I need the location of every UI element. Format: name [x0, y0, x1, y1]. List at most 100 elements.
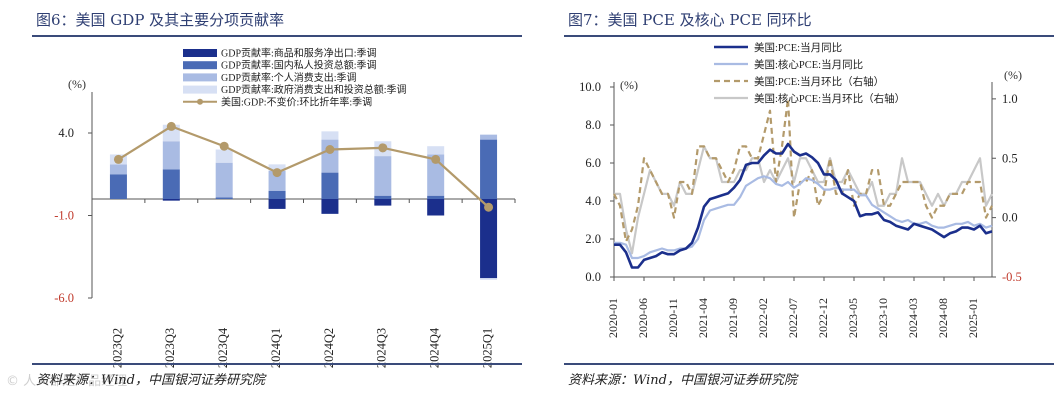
bar-segment [480, 139, 498, 199]
x-tick-label: 2020-11 [666, 298, 680, 338]
legend-label: 美国:核心PCE:当月环比（右轴） [754, 92, 905, 105]
bar-segment [215, 162, 233, 198]
y-tick-label: -1.0 [54, 209, 74, 223]
source-divider [564, 363, 1054, 365]
x-tick-label: 2023Q3 [163, 328, 177, 368]
legend-swatch [183, 85, 217, 94]
legend-label: GDP贡献率:个人消费支出:季调 [221, 71, 357, 84]
right-y-tick-label: 1.0 [1002, 92, 1018, 106]
right-y-tick-label: 0.0 [1002, 211, 1018, 225]
bar-segment [162, 141, 180, 170]
bar-segment [268, 164, 286, 171]
legend-swatch [183, 61, 217, 70]
gdp-growth-point [325, 145, 335, 154]
right-y-tick-label: 0.5 [1002, 151, 1018, 165]
gdp-growth-point [113, 154, 123, 164]
bar-segment [480, 134, 498, 140]
gdp-growth-point [484, 202, 494, 212]
series-line [614, 145, 993, 255]
gdp-growth-point [378, 143, 388, 153]
legend-label: GDP贡献率:国内私人投资总额:季调 [221, 59, 377, 72]
series-line [613, 97, 993, 243]
legend-label: 美国:GDP:不变价:环比折年率:季调 [221, 95, 372, 108]
gdp-growth-point [166, 121, 176, 131]
x-tick-label: 2024Q1 [269, 328, 283, 368]
left-y-tick-label: 10.0 [579, 80, 601, 94]
bar-segment [374, 156, 392, 196]
series-line [614, 175, 993, 260]
bar-segment [162, 199, 180, 201]
bar-segment [480, 278, 498, 280]
series-line [614, 142, 993, 269]
bar-segment [427, 199, 445, 216]
y-axis-unit: (%) [68, 77, 86, 91]
x-tick-label: 2024-08 [936, 298, 950, 338]
bar-segment [427, 195, 445, 199]
bar-segment [427, 146, 445, 155]
x-tick-label: 2021-09 [726, 298, 740, 338]
legend-label: GDP贡献率:政府消费支出和投资总额:季调 [221, 83, 407, 96]
x-tick-label: 2023Q4 [216, 327, 230, 368]
bar-segment [480, 199, 498, 279]
pce-chart-title: 图7：美国 PCE 及核心 PCE 同环比 [568, 11, 812, 29]
left-y-tick-label: 2.0 [585, 232, 601, 246]
bar-segment [215, 149, 233, 163]
legend-marker [197, 98, 203, 105]
x-tick-label: 2020-01 [606, 298, 620, 338]
x-tick-label: 2024-03 [906, 298, 920, 338]
bar-segment [321, 139, 339, 173]
pce-line-chart: (%) (%) 10.0 8.0 6.0 4.0 2.0 0.0 1.0 0.5 0.0 -0.5 20… [579, 41, 1022, 338]
gdp-chart-title: 图6：美国 GDP 及其主要分项贡献率 [36, 11, 285, 29]
source-divider [32, 363, 522, 365]
bar-segment [321, 199, 339, 214]
pce-panel: 图7：美国 PCE 及核心 PCE 同环比 (%) (%) 10.0 8.0 6.0 4.… [532, 0, 1064, 404]
gdp-source-note: 资料来源：Wind，中国银河证券研究院 [36, 373, 265, 388]
legend-swatch [183, 49, 217, 57]
bar-segment [374, 199, 392, 206]
left-y-tick-label: 8.0 [585, 118, 601, 132]
bar-segment [162, 169, 180, 199]
x-tick-label: 2021-04 [696, 298, 710, 338]
y-tick-label: 4.0 [58, 126, 74, 140]
x-tick-label: 2024Q3 [375, 328, 389, 368]
x-tick-label: 2023-05 [846, 298, 860, 338]
legend-label: 美国:核心PCE:当月同比 [754, 58, 863, 71]
x-tick-label: 2025Q1 [480, 328, 494, 368]
left-y-tick-label: 4.0 [585, 194, 601, 208]
x-tick-label: 2024Q4 [428, 327, 442, 368]
x-tick-label: 2023Q2 [110, 328, 124, 368]
gdp-growth-point [272, 168, 282, 178]
left-y-tick-label: 6.0 [585, 156, 601, 170]
gdp-growth-line [117, 125, 490, 209]
x-tick-label: 2025-01 [966, 298, 980, 338]
bar-segment [427, 154, 445, 196]
bar-segment [321, 172, 339, 199]
gdp-contribution-panel: 图6：美国 GDP 及其主要分项贡献率 (%) 4.0 -1.0 -6.0 2023Q2… [6, 11, 522, 389]
bar-segment [374, 195, 392, 199]
x-tick-label: 2022-12 [816, 298, 830, 338]
title-divider [32, 35, 522, 37]
legend-label: 美国:PCE:当月环比（右轴） [754, 75, 884, 88]
x-tick-label: 2022-02 [756, 298, 770, 338]
bar-segment [109, 174, 127, 199]
right-y-tick-label: -0.5 [1002, 270, 1022, 284]
bar-segment [268, 199, 286, 209]
pce-source-note: 资料来源：Wind，中国银河证券研究院 [568, 373, 797, 388]
legend-swatch [183, 73, 217, 82]
x-tick-label: 2024Q2 [322, 328, 336, 368]
right-axis-unit: (%) [1004, 68, 1022, 82]
x-tick-label: 2023-10 [876, 298, 890, 338]
gdp-growth-point [431, 154, 441, 164]
title-divider [564, 35, 1054, 37]
bar-segment [268, 170, 286, 191]
x-tick-label: 2022-07 [786, 298, 800, 338]
bar-segment [109, 164, 127, 175]
left-axis-unit: (%) [620, 78, 638, 92]
gdp-contribution-chart: (%) 4.0 -1.0 -6.0 2023Q2 2023Q3 2023Q4 2024Q1 20… [54, 47, 516, 368]
watermark: © 人人都是产品经理 [6, 374, 128, 389]
gdp-growth-point [219, 141, 229, 151]
left-y-tick-label: 0.0 [585, 270, 601, 284]
bar-segment [321, 131, 339, 140]
legend-label: 美国:PCE:当月同比 [754, 41, 842, 54]
x-tick-label: 2020-06 [636, 298, 650, 338]
